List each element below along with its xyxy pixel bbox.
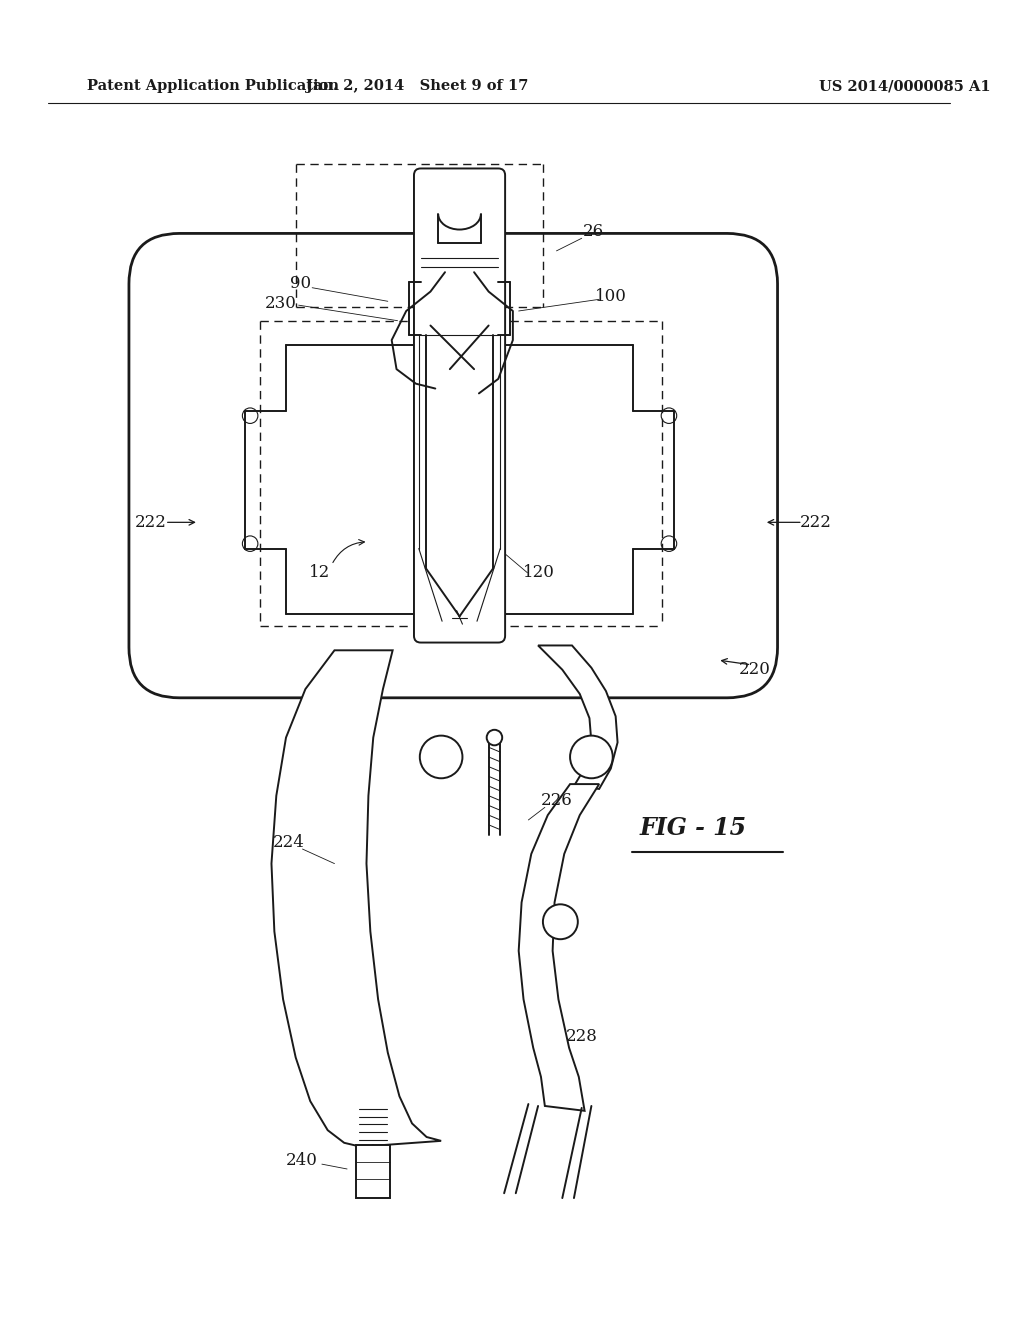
Text: Patent Application Publication: Patent Application Publication xyxy=(87,79,339,92)
Circle shape xyxy=(570,735,612,779)
Text: 222: 222 xyxy=(135,513,167,531)
Text: 26: 26 xyxy=(583,223,604,240)
Text: 100: 100 xyxy=(595,288,627,305)
FancyBboxPatch shape xyxy=(129,234,777,698)
Circle shape xyxy=(486,730,502,746)
Text: 220: 220 xyxy=(738,661,770,678)
Polygon shape xyxy=(271,651,441,1147)
Polygon shape xyxy=(538,645,617,789)
FancyBboxPatch shape xyxy=(414,169,505,643)
Text: 224: 224 xyxy=(273,834,305,851)
Text: US 2014/0000085 A1: US 2014/0000085 A1 xyxy=(819,79,991,92)
Bar xyxy=(356,1144,390,1199)
Text: 226: 226 xyxy=(541,792,572,809)
Circle shape xyxy=(420,735,463,779)
Text: FIG - 15: FIG - 15 xyxy=(640,816,746,840)
Circle shape xyxy=(543,904,578,940)
Text: 120: 120 xyxy=(523,564,555,581)
Text: 12: 12 xyxy=(309,564,331,581)
Text: 230: 230 xyxy=(265,294,297,312)
Text: 90: 90 xyxy=(290,276,311,292)
Text: 240: 240 xyxy=(286,1152,318,1168)
Text: 228: 228 xyxy=(566,1028,598,1044)
Polygon shape xyxy=(519,784,599,1111)
Text: 222: 222 xyxy=(800,513,831,531)
Text: Jan. 2, 2014   Sheet 9 of 17: Jan. 2, 2014 Sheet 9 of 17 xyxy=(306,79,528,92)
